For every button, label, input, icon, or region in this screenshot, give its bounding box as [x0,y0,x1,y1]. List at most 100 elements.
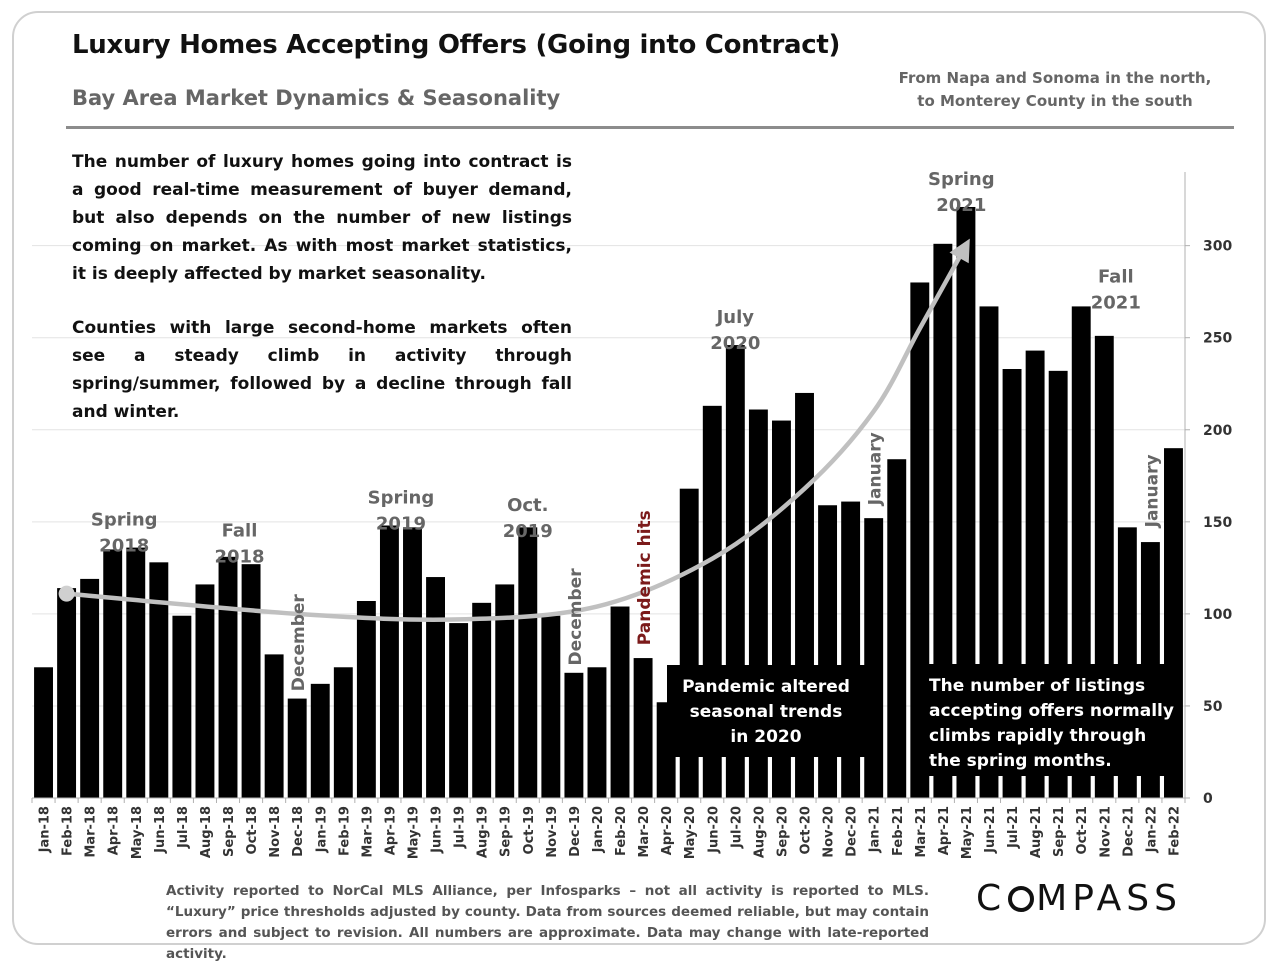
y-tick-label: 300 [1203,239,1232,255]
region-note-line-2: to Monterey County in the south [917,92,1193,110]
x-tick-label: May-19 [406,806,421,859]
bar [610,606,630,798]
card-frame [12,11,1266,945]
vertical-annotation: December [289,594,309,692]
bar [887,459,907,798]
chart-subtitle: Bay Area Market Dynamics & Seasonality [72,86,561,110]
y-tick-label: 100 [1203,607,1232,623]
x-tick-label: Jan-20 [591,806,606,853]
region-note-line-1: From Napa and Sonoma in the north, [898,69,1212,87]
region-note: From Napa and Sonoma in the north, to Mo… [890,67,1220,113]
bar [172,615,192,798]
callout-text: The number of listings accepting offers n… [929,676,1174,771]
vertical-annotation: January [1142,454,1162,528]
annotation-line: Spring [368,487,435,508]
x-tick-label: Feb-21 [891,806,906,856]
bar [103,549,123,798]
y-tick-label: 50 [1203,699,1223,715]
period-annotation: Spring 2021 [928,169,995,216]
y-tick-label: 250 [1203,331,1232,347]
period-annotation: Spring 2019 [368,487,435,534]
x-tick-label: Dec-19 [568,806,583,857]
annotation-line: 2020 [710,333,760,354]
x-tick-label: Jan-19 [314,806,329,853]
header-divider [66,126,1234,129]
callout-box [918,664,1174,776]
callout-line: accepting offers normally [929,701,1174,721]
bar [57,588,77,798]
vertical-annotation: January [866,432,886,506]
x-tick-label: Aug-19 [476,806,491,858]
x-tick-label: Dec-21 [1121,806,1136,857]
annotation-line: 2018 [99,536,149,557]
annotation-line: 2021 [1091,292,1141,313]
callout-line: climbs rapidly through [929,726,1146,746]
bar [34,667,53,798]
logo-text-end: MPASS [1036,878,1182,919]
x-tick-label: Mar-19 [360,806,375,858]
trend-arrow-head [949,238,970,264]
bar [218,556,238,798]
trend-arrow-start-dot [58,585,75,602]
annotation-line: 2018 [214,547,264,568]
callout-line: seasonal trends [690,702,843,722]
x-tick-label: Jun-20 [706,806,721,854]
callout-text: Pandemic altered seasonal trends in 2020 [682,677,850,747]
bar [310,683,330,798]
bar [264,654,284,798]
x-tick-label: Apr-21 [937,806,952,855]
x-tick-label: Aug-18 [199,806,214,858]
bar [518,527,538,798]
trend-arrow-line [66,244,968,622]
x-tick-label: Nov-21 [1098,806,1113,858]
bar [149,562,169,798]
annotation-line: 2019 [503,521,553,542]
x-tick-label: Jul-18 [176,806,191,849]
x-tick-label: May-20 [683,806,698,859]
chart-title: Luxury Homes Accepting Offers (Going int… [72,30,841,60]
x-tick-label: May-21 [960,806,975,859]
x-tick-label: Jan-22 [1144,806,1159,853]
bar [495,584,515,798]
x-tick-label: Jan-18 [38,806,53,853]
x-tick-label: Mar-18 [84,806,99,858]
x-tick-label: Apr-19 [383,806,398,855]
bar [379,525,399,798]
bar [241,564,261,798]
x-tick-label: May-18 [130,806,145,859]
x-tick-label: Feb-19 [337,806,352,856]
annotation-line: Spring [91,510,158,531]
vertical-annotation: Pandemic hits [635,510,655,645]
callout-line: The number of listings [929,676,1145,696]
bar [126,547,146,798]
y-tick-label: 200 [1203,423,1232,439]
bar [403,527,422,798]
bar [587,667,607,798]
x-tick-label: Nov-20 [822,806,837,858]
annotation-line: Oct. [507,495,548,516]
x-tick-label: Apr-20 [660,806,675,855]
bar [956,206,976,798]
x-tick-label: Aug-20 [752,806,767,858]
bar [333,667,353,798]
period-annotation: Fall 2018 [214,521,264,568]
x-tick-label: Nov-18 [268,806,283,858]
x-tick-label: Jul-20 [729,806,744,849]
x-tick-label: Jul-21 [1006,806,1021,849]
annotation-line: Fall [222,521,258,542]
callout-line: the spring months. [929,751,1112,771]
x-tick-label: Feb-18 [61,806,76,856]
callout-line: in 2020 [730,727,801,747]
bar [933,243,953,798]
x-tick-label: Jun-18 [153,806,168,854]
x-tick-label: Jan-21 [868,806,883,853]
logo-text-start: C [976,878,1007,919]
period-annotation: July 2020 [710,307,760,354]
x-tick-label: Sep-18 [222,806,237,857]
x-tick-label: Jun-19 [430,806,445,854]
description-paragraph-2: Counties with large second-home markets … [72,318,572,422]
x-tick-label: Aug-21 [1029,806,1044,858]
callout-box [667,665,866,757]
period-annotation: Fall 2021 [1091,266,1141,313]
bar [541,615,561,798]
